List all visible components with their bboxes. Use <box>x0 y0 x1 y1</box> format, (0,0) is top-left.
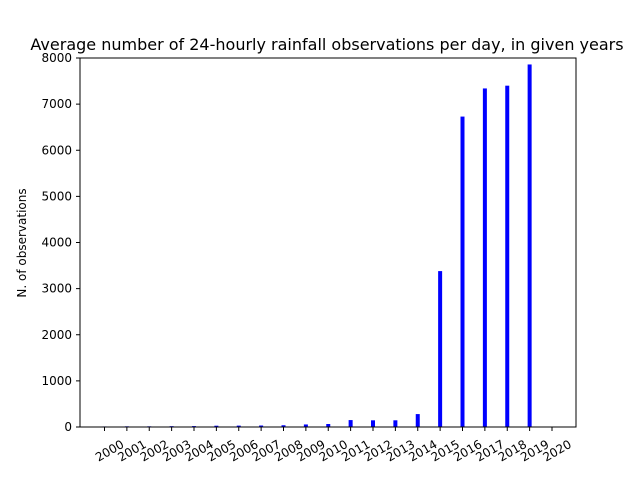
bar-2014 <box>415 414 420 427</box>
y-tick-label-2000: 2000 <box>41 328 72 342</box>
bar-2013 <box>393 420 398 427</box>
bar-2009 <box>303 424 308 427</box>
bar-2008 <box>281 425 286 427</box>
y-tick-label-1000: 1000 <box>41 374 72 388</box>
bar-2017 <box>482 88 487 427</box>
bar-2012 <box>371 420 375 427</box>
y-tick-label-4000: 4000 <box>41 236 72 250</box>
bar-2007 <box>259 425 264 427</box>
bar-2010 <box>326 424 331 427</box>
bar-2015 <box>438 271 443 427</box>
bar-2016 <box>460 116 465 427</box>
bar-2018 <box>505 85 510 428</box>
y-tick-label-7000: 7000 <box>41 97 72 111</box>
bar-2005 <box>214 425 219 427</box>
y-tick-label-6000: 6000 <box>41 143 72 157</box>
bar-2011 <box>348 420 353 427</box>
y-axis-ticks: 0 1000 2000 3000 4000 5000 6000 7000 8000 <box>41 51 80 434</box>
bars-group <box>102 64 532 428</box>
y-tick-label-0: 0 <box>64 420 72 434</box>
y-tick-label-8000: 8000 <box>41 51 72 65</box>
y-tick-label-3000: 3000 <box>41 282 72 296</box>
x-axis-ticks: 2000200120022003200420052006200720082009… <box>93 427 574 464</box>
bar-2006 <box>236 425 241 427</box>
y-axis-label: N. of observations <box>15 188 29 297</box>
bar-2019 <box>527 64 532 428</box>
chart-title: Average number of 24-hourly rainfall obs… <box>30 35 623 54</box>
y-tick-label-5000: 5000 <box>41 189 72 203</box>
plot-frame <box>79 57 577 428</box>
